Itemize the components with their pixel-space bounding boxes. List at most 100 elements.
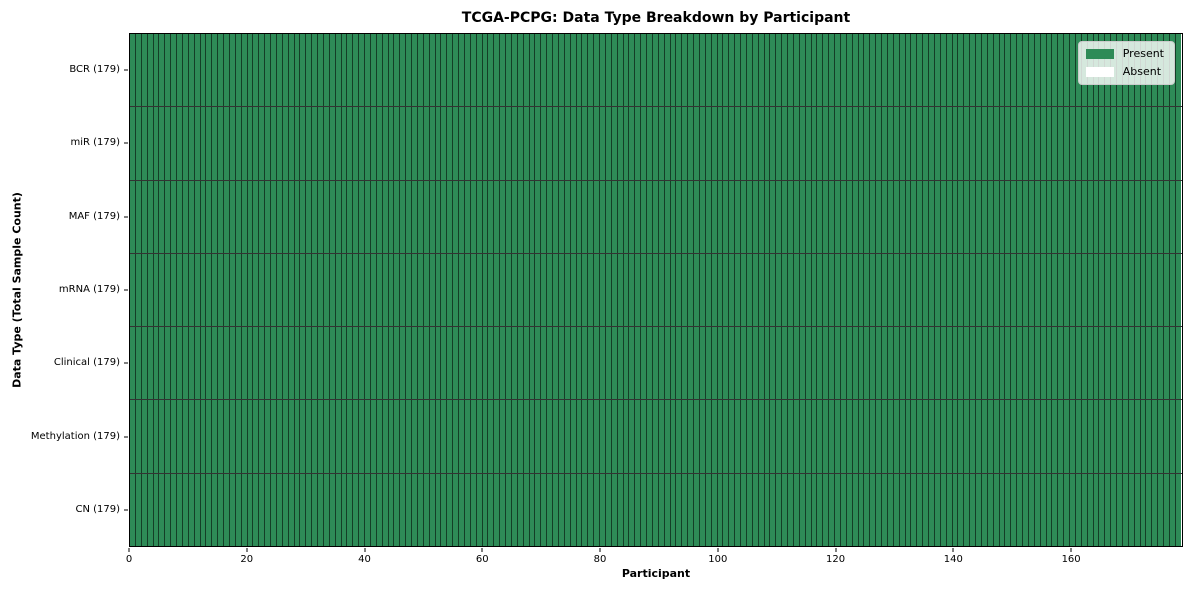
cell bbox=[182, 180, 189, 253]
cell bbox=[717, 180, 724, 253]
cell bbox=[882, 34, 888, 107]
cell bbox=[664, 473, 671, 546]
cell bbox=[218, 180, 224, 253]
cell bbox=[929, 34, 935, 107]
cell bbox=[1046, 400, 1053, 473]
cell bbox=[958, 327, 965, 400]
cell bbox=[282, 34, 289, 107]
cell bbox=[717, 473, 724, 546]
cell bbox=[605, 107, 612, 180]
cell bbox=[864, 34, 871, 107]
cell bbox=[1081, 473, 1088, 546]
cell bbox=[300, 107, 307, 180]
cell bbox=[905, 253, 912, 327]
cell bbox=[588, 180, 595, 253]
cell bbox=[917, 253, 924, 327]
cell bbox=[758, 327, 765, 400]
cell bbox=[177, 34, 183, 107]
cell bbox=[635, 400, 642, 473]
cell bbox=[917, 327, 924, 400]
cell bbox=[224, 107, 230, 180]
cell bbox=[887, 180, 894, 253]
cell bbox=[764, 34, 771, 107]
cell bbox=[799, 400, 806, 473]
cell bbox=[388, 253, 395, 327]
cell bbox=[1052, 253, 1059, 327]
cell bbox=[788, 107, 794, 180]
cell bbox=[335, 180, 342, 253]
x-tick-label: 40 bbox=[358, 554, 371, 565]
cell bbox=[758, 400, 765, 473]
cell bbox=[1122, 473, 1129, 546]
cell bbox=[265, 327, 271, 400]
cell bbox=[1005, 107, 1012, 180]
cell bbox=[735, 400, 741, 473]
cell bbox=[1146, 180, 1153, 253]
cell bbox=[288, 34, 295, 107]
cell bbox=[323, 107, 330, 180]
cell bbox=[506, 34, 512, 107]
cell bbox=[823, 253, 830, 327]
cell bbox=[253, 253, 260, 327]
cell bbox=[376, 400, 383, 473]
cell bbox=[459, 34, 465, 107]
cell bbox=[206, 180, 213, 253]
cell bbox=[329, 107, 336, 180]
cell bbox=[576, 400, 583, 473]
cell bbox=[846, 473, 853, 546]
cell bbox=[852, 107, 859, 180]
cell bbox=[658, 253, 665, 327]
cell bbox=[1075, 400, 1082, 473]
cell bbox=[970, 34, 976, 107]
cell bbox=[799, 180, 806, 253]
cell bbox=[617, 253, 624, 327]
cell bbox=[899, 107, 906, 180]
cell bbox=[318, 400, 324, 473]
cell bbox=[729, 180, 736, 253]
cell bbox=[353, 327, 360, 400]
cell bbox=[253, 180, 260, 253]
cell bbox=[840, 34, 847, 107]
cell bbox=[729, 400, 736, 473]
cell bbox=[741, 473, 747, 546]
cell bbox=[764, 253, 771, 327]
cell bbox=[511, 34, 518, 107]
cell bbox=[652, 327, 659, 400]
cell bbox=[694, 400, 700, 473]
cell bbox=[946, 400, 953, 473]
cell bbox=[1152, 473, 1159, 546]
cell bbox=[958, 400, 965, 473]
cell bbox=[1140, 400, 1147, 473]
cell bbox=[682, 327, 689, 400]
cell bbox=[999, 34, 1006, 107]
cell bbox=[723, 400, 730, 473]
cell bbox=[1064, 327, 1070, 400]
cell bbox=[1158, 253, 1164, 327]
cell bbox=[365, 473, 371, 546]
cell bbox=[876, 107, 882, 180]
cell bbox=[746, 253, 753, 327]
cell bbox=[694, 107, 700, 180]
cell bbox=[529, 327, 536, 400]
cell bbox=[464, 253, 471, 327]
cell bbox=[353, 180, 360, 253]
cell bbox=[600, 253, 606, 327]
cell bbox=[1023, 107, 1029, 180]
cell bbox=[441, 34, 448, 107]
cell bbox=[464, 34, 471, 107]
cell bbox=[417, 473, 424, 546]
cell bbox=[1005, 34, 1012, 107]
cell bbox=[435, 107, 442, 180]
cell bbox=[611, 327, 618, 400]
cell bbox=[676, 180, 683, 253]
cell bbox=[435, 180, 442, 253]
cell bbox=[846, 253, 853, 327]
cell bbox=[1099, 180, 1106, 253]
cell bbox=[846, 400, 853, 473]
cell bbox=[1023, 253, 1029, 327]
cell bbox=[435, 327, 442, 400]
cell bbox=[547, 180, 553, 253]
cell bbox=[964, 34, 971, 107]
cell bbox=[1023, 34, 1029, 107]
cell bbox=[1134, 180, 1141, 253]
